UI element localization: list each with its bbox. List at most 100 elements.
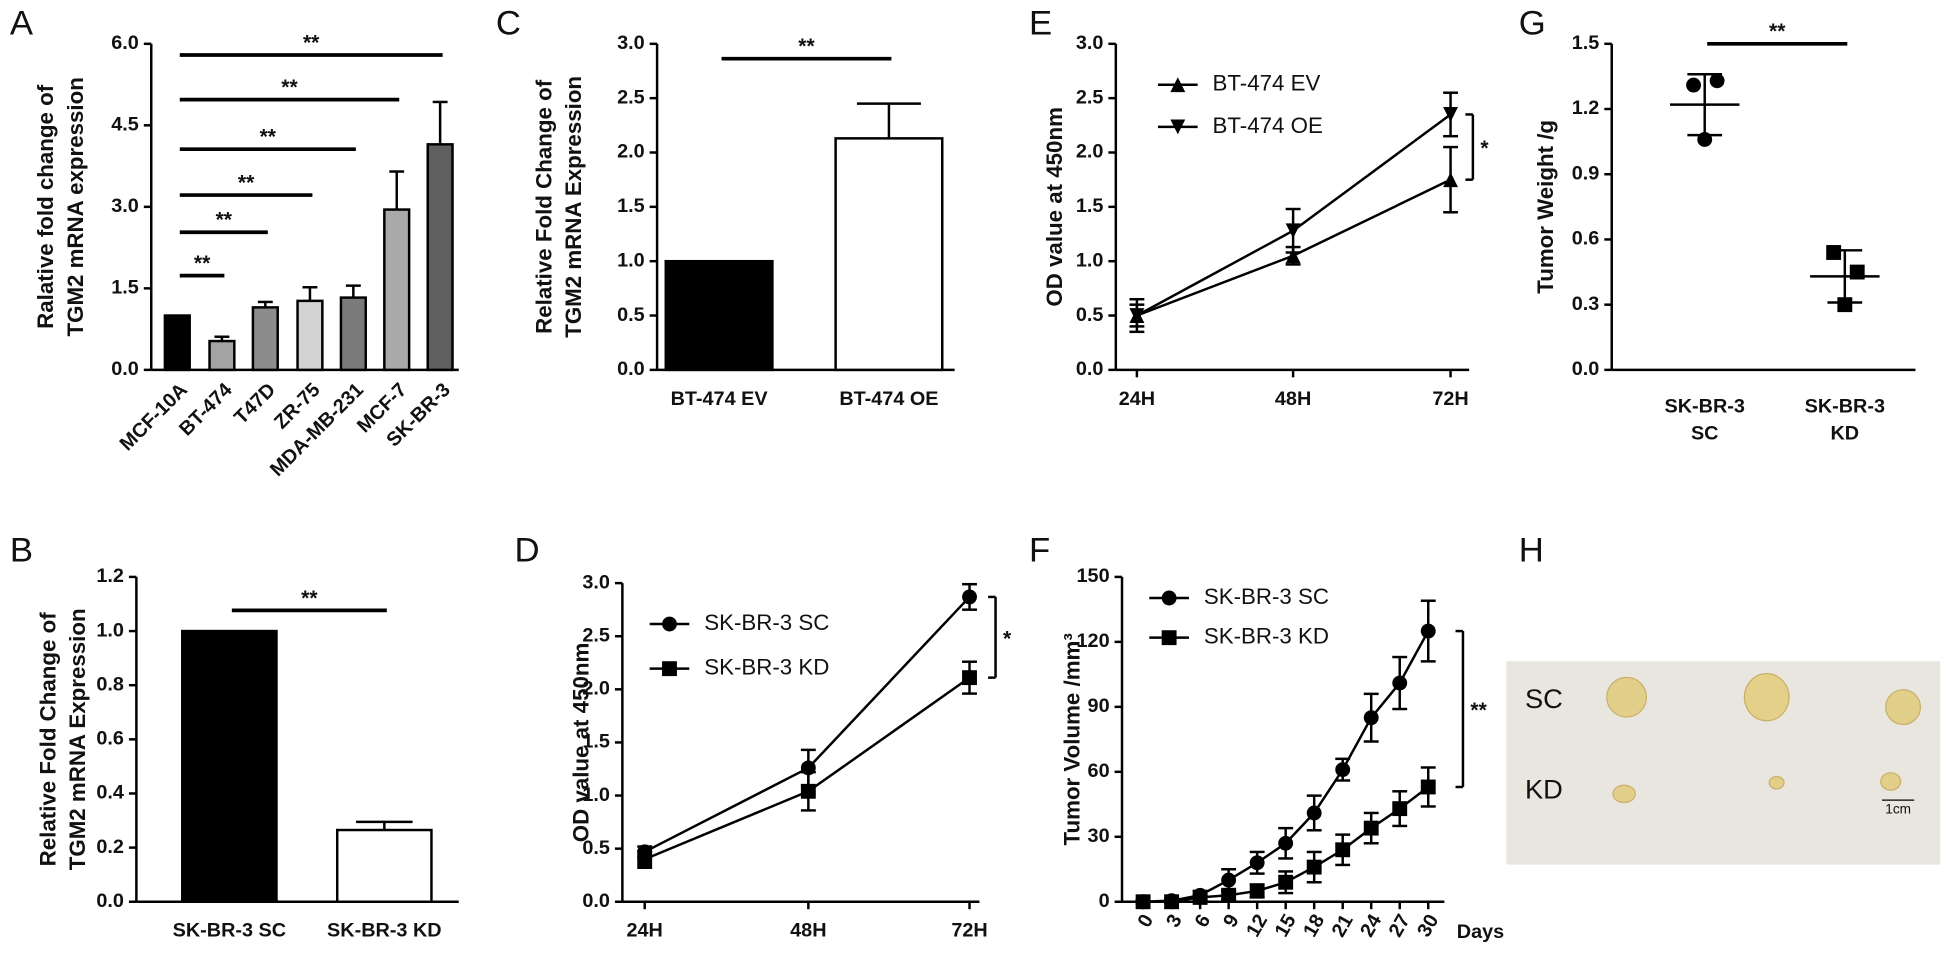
y-axis-label: Relative Fold Change of <box>531 79 556 334</box>
y-axis-label: OD value at 450nm <box>1042 107 1067 307</box>
photo <box>1506 661 1941 865</box>
tumor <box>1880 772 1902 791</box>
y-tick-label: 0.0 <box>582 890 610 912</box>
y-tick-label: 0.5 <box>1076 304 1104 326</box>
legend-marker <box>662 616 677 632</box>
x-tick-label: 9 <box>1219 911 1244 932</box>
y-tick-label: 3.0 <box>582 571 610 593</box>
marker <box>1164 894 1180 910</box>
y-tick-label: 2.0 <box>1076 141 1104 163</box>
y-tick-label: 1.0 <box>1076 249 1104 271</box>
x-tick-label: 27 <box>1385 911 1415 941</box>
marker <box>1392 675 1408 691</box>
marker <box>1849 264 1865 280</box>
bar <box>383 208 411 372</box>
x-tick-label: MCF-10A <box>116 379 192 455</box>
legend-label: SK-BR-3 KD <box>704 655 829 680</box>
y-tick-label: 60 <box>1088 760 1110 782</box>
marker <box>1285 248 1301 264</box>
x-tick-label: 30 <box>1413 911 1443 941</box>
y-tick-label: 0.6 <box>96 728 124 750</box>
y-tick-label: 1.0 <box>617 249 645 271</box>
marker <box>1837 297 1853 313</box>
bar <box>163 314 191 372</box>
y-axis-label: Ralative fold change of <box>33 84 58 329</box>
y-tick-label: 1.2 <box>96 565 124 587</box>
x-tick-label: BT-474 OE <box>839 388 938 410</box>
y-tick-label: 0.0 <box>111 358 139 380</box>
legend-label: BT-474 EV <box>1213 71 1321 96</box>
significance-label: ** <box>216 209 233 232</box>
row-label: KD <box>1525 774 1563 805</box>
marker <box>1221 872 1237 888</box>
marker <box>1129 308 1145 323</box>
marker <box>1335 842 1351 858</box>
y-tick-label: 4.5 <box>111 114 139 136</box>
marker <box>1285 223 1301 239</box>
y-tick-label: 3.0 <box>617 32 645 54</box>
x-axis-label: Days <box>1457 921 1504 943</box>
marker <box>1709 73 1725 89</box>
significance-label: ** <box>1470 699 1487 722</box>
x-tick-label: 21 <box>1328 911 1358 941</box>
y-tick-label: 0.2 <box>96 836 124 858</box>
y-tick-label: 0.3 <box>1572 293 1600 315</box>
y-tick-label: 0.9 <box>1572 162 1600 184</box>
photo-panel: H SC KD 1cm <box>1506 531 1941 865</box>
y-axis-label: TGM2 mRNA Expression <box>65 608 90 870</box>
y-tick-label: 1.0 <box>582 784 610 806</box>
y-tick-label: 0.0 <box>96 890 124 912</box>
marker <box>1697 132 1713 147</box>
legend-label: BT-474 OE <box>1213 113 1323 138</box>
x-tick-label: 48H <box>790 920 826 942</box>
x-tick-label: 12 <box>1242 911 1272 941</box>
marker <box>1306 859 1322 875</box>
y-axis-label: TGM2 mRNA Expression <box>561 76 586 338</box>
bar <box>339 296 367 372</box>
marker <box>800 783 816 799</box>
marker <box>1392 801 1408 817</box>
y-tick-label: 1.5 <box>582 731 610 753</box>
marker <box>962 589 977 605</box>
panel-letter: D <box>515 531 540 569</box>
y-tick-label: 2.5 <box>617 86 645 108</box>
panel-letter: B <box>10 531 33 569</box>
panel-letter: E <box>1029 4 1052 42</box>
legend-marker <box>1161 630 1177 646</box>
panel-letter: A <box>10 4 34 42</box>
significance-label: ** <box>260 126 277 149</box>
marker <box>637 851 653 867</box>
y-axis-label: Tumor Weight /g <box>1533 120 1558 294</box>
significance-label: ** <box>798 35 815 58</box>
y-tick-label: 1.5 <box>1076 195 1104 217</box>
y-tick-label: 0.0 <box>617 358 645 380</box>
y-tick-label: 3.0 <box>111 195 139 217</box>
significance-label: * <box>1480 137 1489 160</box>
significance-label: ** <box>281 76 298 99</box>
panel-letter: H <box>1519 531 1544 569</box>
y-tick-label: 150 <box>1077 565 1110 587</box>
significance-label: ** <box>303 31 320 54</box>
y-tick-label: 0.4 <box>96 782 124 804</box>
x-tick-label: 15 <box>1271 911 1301 941</box>
bar <box>834 137 944 372</box>
marker <box>1221 887 1237 903</box>
x-tick-label: KD <box>1830 423 1859 445</box>
marker <box>1443 107 1458 122</box>
marker <box>1192 889 1208 905</box>
bar <box>181 629 278 903</box>
tumor <box>1885 689 1922 726</box>
marker <box>1826 245 1842 260</box>
x-tick-label: 24 <box>1356 911 1386 941</box>
legend-marker <box>662 661 677 677</box>
scale-label: 1cm <box>1885 802 1911 817</box>
marker <box>962 670 977 686</box>
y-tick-label: 0 <box>1099 890 1110 912</box>
x-tick-label: SC <box>1691 423 1719 445</box>
panel-letter: G <box>1519 4 1546 42</box>
marker <box>1686 77 1701 93</box>
row-label: SC <box>1525 683 1563 714</box>
bar <box>664 259 774 372</box>
x-tick-label: 72H <box>951 920 987 942</box>
legend-marker <box>1161 590 1177 606</box>
